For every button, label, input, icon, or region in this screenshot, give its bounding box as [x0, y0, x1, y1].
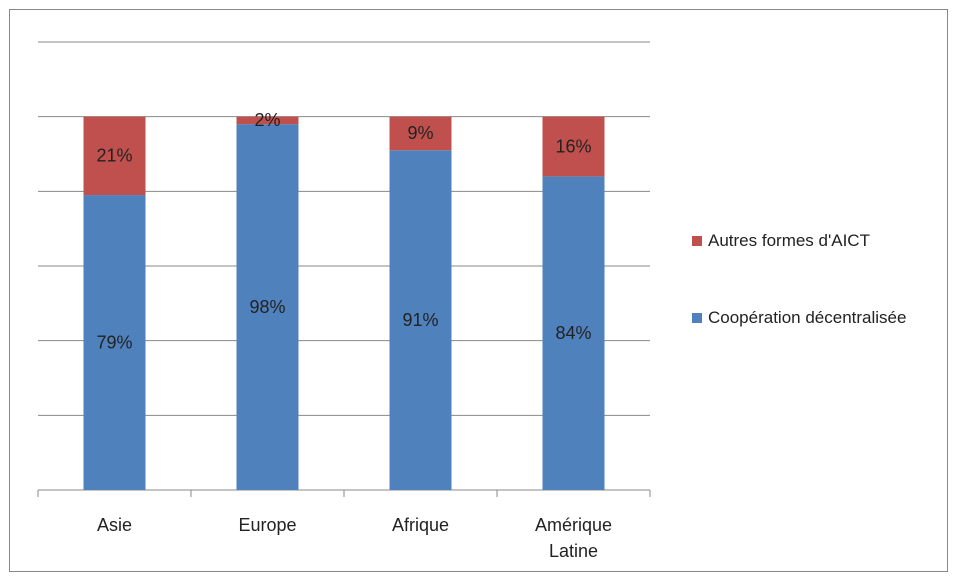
- chart-border: [9, 9, 948, 572]
- x-tick-label: Amérique Latine: [534, 515, 613, 561]
- bar-segment: [236, 124, 299, 490]
- data-label: 2%: [254, 110, 280, 130]
- legend-label: Coopération décentralisée: [708, 308, 907, 327]
- bar-segment: [83, 116, 146, 196]
- bar-segment: [389, 116, 452, 151]
- x-tick-label: Europe: [238, 515, 297, 535]
- legend-swatch: [692, 236, 702, 246]
- bar-segment: [83, 195, 146, 491]
- data-label: 9%: [407, 123, 433, 143]
- data-label: 91%: [402, 310, 438, 330]
- bar-segment: [542, 176, 605, 490]
- legend-label: Autres formes d'AICT: [708, 231, 870, 250]
- data-label: 79%: [96, 332, 132, 352]
- data-label: 84%: [555, 323, 591, 343]
- legend-swatch: [692, 313, 702, 323]
- data-label: 16%: [555, 136, 591, 156]
- bar-segment: [389, 150, 452, 490]
- data-label: 21%: [96, 146, 132, 166]
- data-label: 98%: [249, 297, 285, 317]
- x-tick-label: Asie: [96, 515, 132, 535]
- x-tick-label: Afrique: [391, 515, 450, 535]
- bar-segment: [236, 116, 299, 125]
- bar-segment: [542, 116, 605, 177]
